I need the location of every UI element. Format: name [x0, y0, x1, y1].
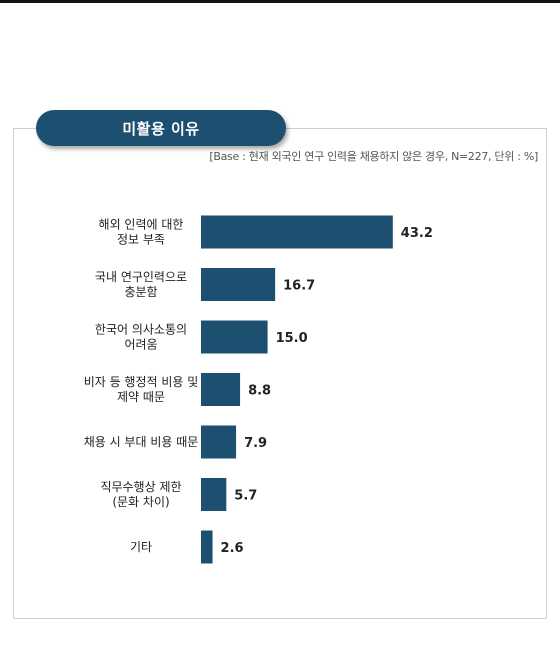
bar-4	[201, 425, 237, 459]
bar-3	[201, 373, 241, 406]
bar-2	[201, 320, 268, 354]
base-note: [Base : 현재 외국인 연구 인력을 채용하지 않은 경우, N=227,…	[209, 150, 538, 163]
value-label-1: 16.7	[283, 279, 315, 294]
bar-5	[201, 478, 227, 511]
category-label-2: 한국어 의사소통의 어려움	[95, 323, 187, 352]
value-label-4: 7.9	[244, 436, 267, 451]
category-label-3: 비자 등 행정적 비용 및 제약 때문	[84, 374, 199, 404]
value-label-3: 8.8	[248, 384, 271, 399]
bar-1	[201, 268, 276, 301]
category-label-6: 기타	[130, 540, 152, 554]
value-label-0: 43.2	[401, 226, 433, 241]
chart-title-pill: 미활용 이유	[36, 110, 286, 146]
value-label-2: 15.0	[276, 331, 308, 346]
chart-panel	[13, 128, 547, 619]
value-label-5: 5.7	[234, 489, 257, 504]
category-label-0: 해외 인력에 대한 정보 부족	[99, 218, 184, 247]
top-rule	[0, 0, 560, 3]
category-label-5: 직무수행상 제한 (문화 차이)	[100, 479, 181, 509]
value-label-6: 2.6	[221, 541, 244, 556]
category-label-4: 채용 시 부대 비용 때문	[84, 435, 199, 449]
bar-0	[201, 215, 393, 249]
chart-title: 미활용 이유	[122, 119, 200, 138]
category-label-1: 국내 연구인력으로 충분함	[95, 270, 187, 299]
bar-6	[201, 530, 213, 564]
